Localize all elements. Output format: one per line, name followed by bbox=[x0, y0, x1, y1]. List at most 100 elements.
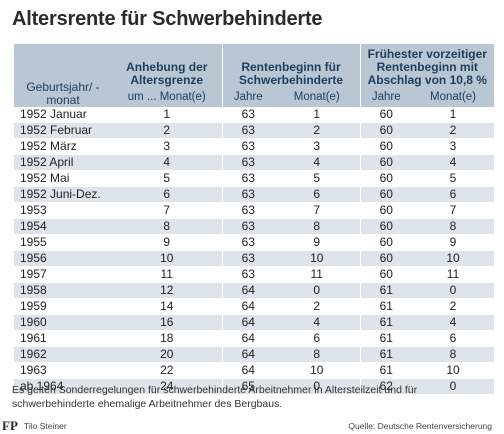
table-row: 1960 16 64 4 61 4 bbox=[14, 314, 495, 331]
cell-earliest-months: 10 bbox=[412, 250, 495, 267]
author-credit: Tilo Steiner bbox=[24, 421, 67, 431]
table-row: 1955 9 63 9 60 9 bbox=[14, 234, 495, 251]
table-row: 1954 8 63 8 60 8 bbox=[14, 218, 495, 235]
cell-age-raise: 12 bbox=[112, 282, 222, 299]
cell-earliest-months: 0 bbox=[412, 378, 495, 395]
cell-earliest-months: 1 bbox=[412, 107, 495, 123]
cell-earliest-months: 10 bbox=[412, 362, 495, 379]
cell-earliest-months: 0 bbox=[412, 282, 495, 299]
table-row: 1961 18 64 6 61 6 bbox=[14, 330, 495, 347]
cell-birth-year: ab 1964 bbox=[14, 378, 112, 395]
cell-pension-months: 0 bbox=[274, 282, 361, 299]
cell-birth-year: 1955 bbox=[14, 234, 112, 251]
cell-earliest-months: 9 bbox=[412, 234, 495, 251]
cell-earliest-months: 6 bbox=[412, 330, 495, 347]
cell-pension-months: 2 bbox=[274, 122, 361, 139]
cell-pension-years: 63 bbox=[221, 154, 274, 171]
cell-pension-years: 63 bbox=[221, 266, 274, 283]
cell-pension-months: 6 bbox=[274, 186, 361, 203]
header-birth-year: Geburtsjahr/ -monat bbox=[14, 44, 112, 107]
table-row: 1962 20 64 8 61 8 bbox=[14, 346, 495, 363]
table-row: 1956 10 63 10 60 10 bbox=[14, 250, 495, 267]
cell-pension-years: 65 bbox=[221, 378, 274, 395]
cell-age-raise: 18 bbox=[112, 330, 222, 347]
cell-pension-years: 63 bbox=[221, 170, 274, 187]
cell-earliest-months: 6 bbox=[412, 186, 495, 203]
cell-earliest-months: 8 bbox=[412, 218, 495, 235]
cell-age-raise: 24 bbox=[112, 378, 222, 395]
cell-earliest-months: 11 bbox=[412, 266, 495, 283]
cell-earliest-months: 3 bbox=[412, 138, 495, 155]
cell-birth-year: 1958 bbox=[14, 282, 112, 299]
cell-birth-year: 1953 bbox=[14, 202, 112, 219]
cell-age-raise: 3 bbox=[112, 138, 222, 155]
cell-earliest-years: 60 bbox=[359, 266, 413, 283]
cell-pension-years: 63 bbox=[221, 138, 274, 155]
pension-table: Geburtsjahr/ -monat Anhebung der Altersg… bbox=[14, 44, 495, 395]
cell-pension-years: 63 bbox=[221, 234, 274, 251]
cell-pension-months: 10 bbox=[274, 250, 361, 267]
cell-pension-years: 64 bbox=[221, 362, 274, 379]
header-earliest-start: Frühester vorzeitiger Rentenbeginn mit A… bbox=[359, 44, 495, 87]
header-earliest-years: Jahre bbox=[359, 87, 413, 107]
table-body: 1952 Januar 1 63 1 60 1 1952 Februar 2 63 2 60 2 195… bbox=[14, 107, 495, 395]
cell-earliest-years: 61 bbox=[359, 298, 413, 315]
cell-pension-months: 9 bbox=[274, 234, 361, 251]
cell-birth-year: 1952 Februar bbox=[14, 122, 112, 139]
cell-pension-months: 2 bbox=[274, 298, 361, 315]
cell-earliest-months: 5 bbox=[412, 170, 495, 187]
header-earliest-months: Monat(e) bbox=[412, 87, 495, 107]
cell-earliest-months: 8 bbox=[412, 346, 495, 363]
publisher-logo: FP bbox=[2, 418, 18, 433]
cell-birth-year: 1962 bbox=[14, 346, 112, 363]
cell-pension-years: 63 bbox=[221, 218, 274, 235]
cell-pension-months: 4 bbox=[274, 154, 361, 171]
table-row: 1957 11 63 11 60 11 bbox=[14, 266, 495, 283]
cell-earliest-years: 61 bbox=[359, 346, 413, 363]
cell-pension-months: 11 bbox=[274, 266, 361, 283]
cell-age-raise: 14 bbox=[112, 298, 222, 315]
table-row: 1952 Mai 5 63 5 60 5 bbox=[14, 170, 495, 187]
cell-age-raise: 22 bbox=[112, 362, 222, 379]
header-pension-start: Rentenbeginn für Schwerbehinderte bbox=[221, 44, 361, 87]
cell-earliest-months: 4 bbox=[412, 314, 495, 331]
table-row: ab 1964 24 65 0 62 0 bbox=[14, 378, 495, 395]
page-title: Altersrente für Schwerbehinderte bbox=[12, 8, 323, 30]
cell-pension-months: 7 bbox=[274, 202, 361, 219]
header-pension-months: Monat(e) bbox=[274, 87, 361, 107]
table-row: 1959 14 64 2 61 2 bbox=[14, 298, 495, 315]
cell-earliest-years: 60 bbox=[359, 250, 413, 267]
cell-earliest-months: 2 bbox=[412, 298, 495, 315]
cell-age-raise: 7 bbox=[112, 202, 222, 219]
cell-age-raise: 6 bbox=[112, 186, 222, 203]
cell-age-raise: 16 bbox=[112, 314, 222, 331]
cell-pension-years: 64 bbox=[221, 330, 274, 347]
cell-pension-years: 64 bbox=[221, 346, 274, 363]
cell-earliest-years: 60 bbox=[359, 107, 413, 123]
cell-earliest-years: 61 bbox=[359, 362, 413, 379]
cell-earliest-years: 60 bbox=[359, 234, 413, 251]
cell-birth-year: 1952 Mai bbox=[14, 170, 112, 187]
cell-pension-months: 8 bbox=[274, 218, 361, 235]
cell-birth-year: 1954 bbox=[14, 218, 112, 235]
cell-pension-years: 64 bbox=[221, 282, 274, 299]
table-row: 1958 12 64 0 61 0 bbox=[14, 282, 495, 299]
header-age-raise-sub: um ... Monat(e) bbox=[112, 87, 222, 107]
cell-birth-year: 1952 Juni-Dez. bbox=[14, 186, 112, 203]
cell-pension-years: 63 bbox=[221, 202, 274, 219]
table-row: 1952 April 4 63 4 60 4 bbox=[14, 154, 495, 171]
cell-earliest-years: 60 bbox=[359, 170, 413, 187]
cell-pension-years: 64 bbox=[221, 298, 274, 315]
table-row: 1952 Januar 1 63 1 60 1 bbox=[14, 107, 495, 123]
cell-earliest-years: 60 bbox=[359, 154, 413, 171]
cell-age-raise: 8 bbox=[112, 218, 222, 235]
cell-pension-months: 10 bbox=[274, 362, 361, 379]
cell-birth-year: 1952 Januar bbox=[14, 107, 112, 123]
cell-birth-year: 1959 bbox=[14, 298, 112, 315]
cell-pension-years: 64 bbox=[221, 314, 274, 331]
pension-table-wrapper: Geburtsjahr/ -monat Anhebung der Altersg… bbox=[14, 44, 495, 395]
cell-pension-years: 63 bbox=[221, 107, 274, 123]
footer: FP Tilo Steiner Quelle: Deutsche Rentenv… bbox=[0, 418, 504, 433]
cell-pension-months: 4 bbox=[274, 314, 361, 331]
cell-earliest-years: 62 bbox=[359, 378, 413, 395]
